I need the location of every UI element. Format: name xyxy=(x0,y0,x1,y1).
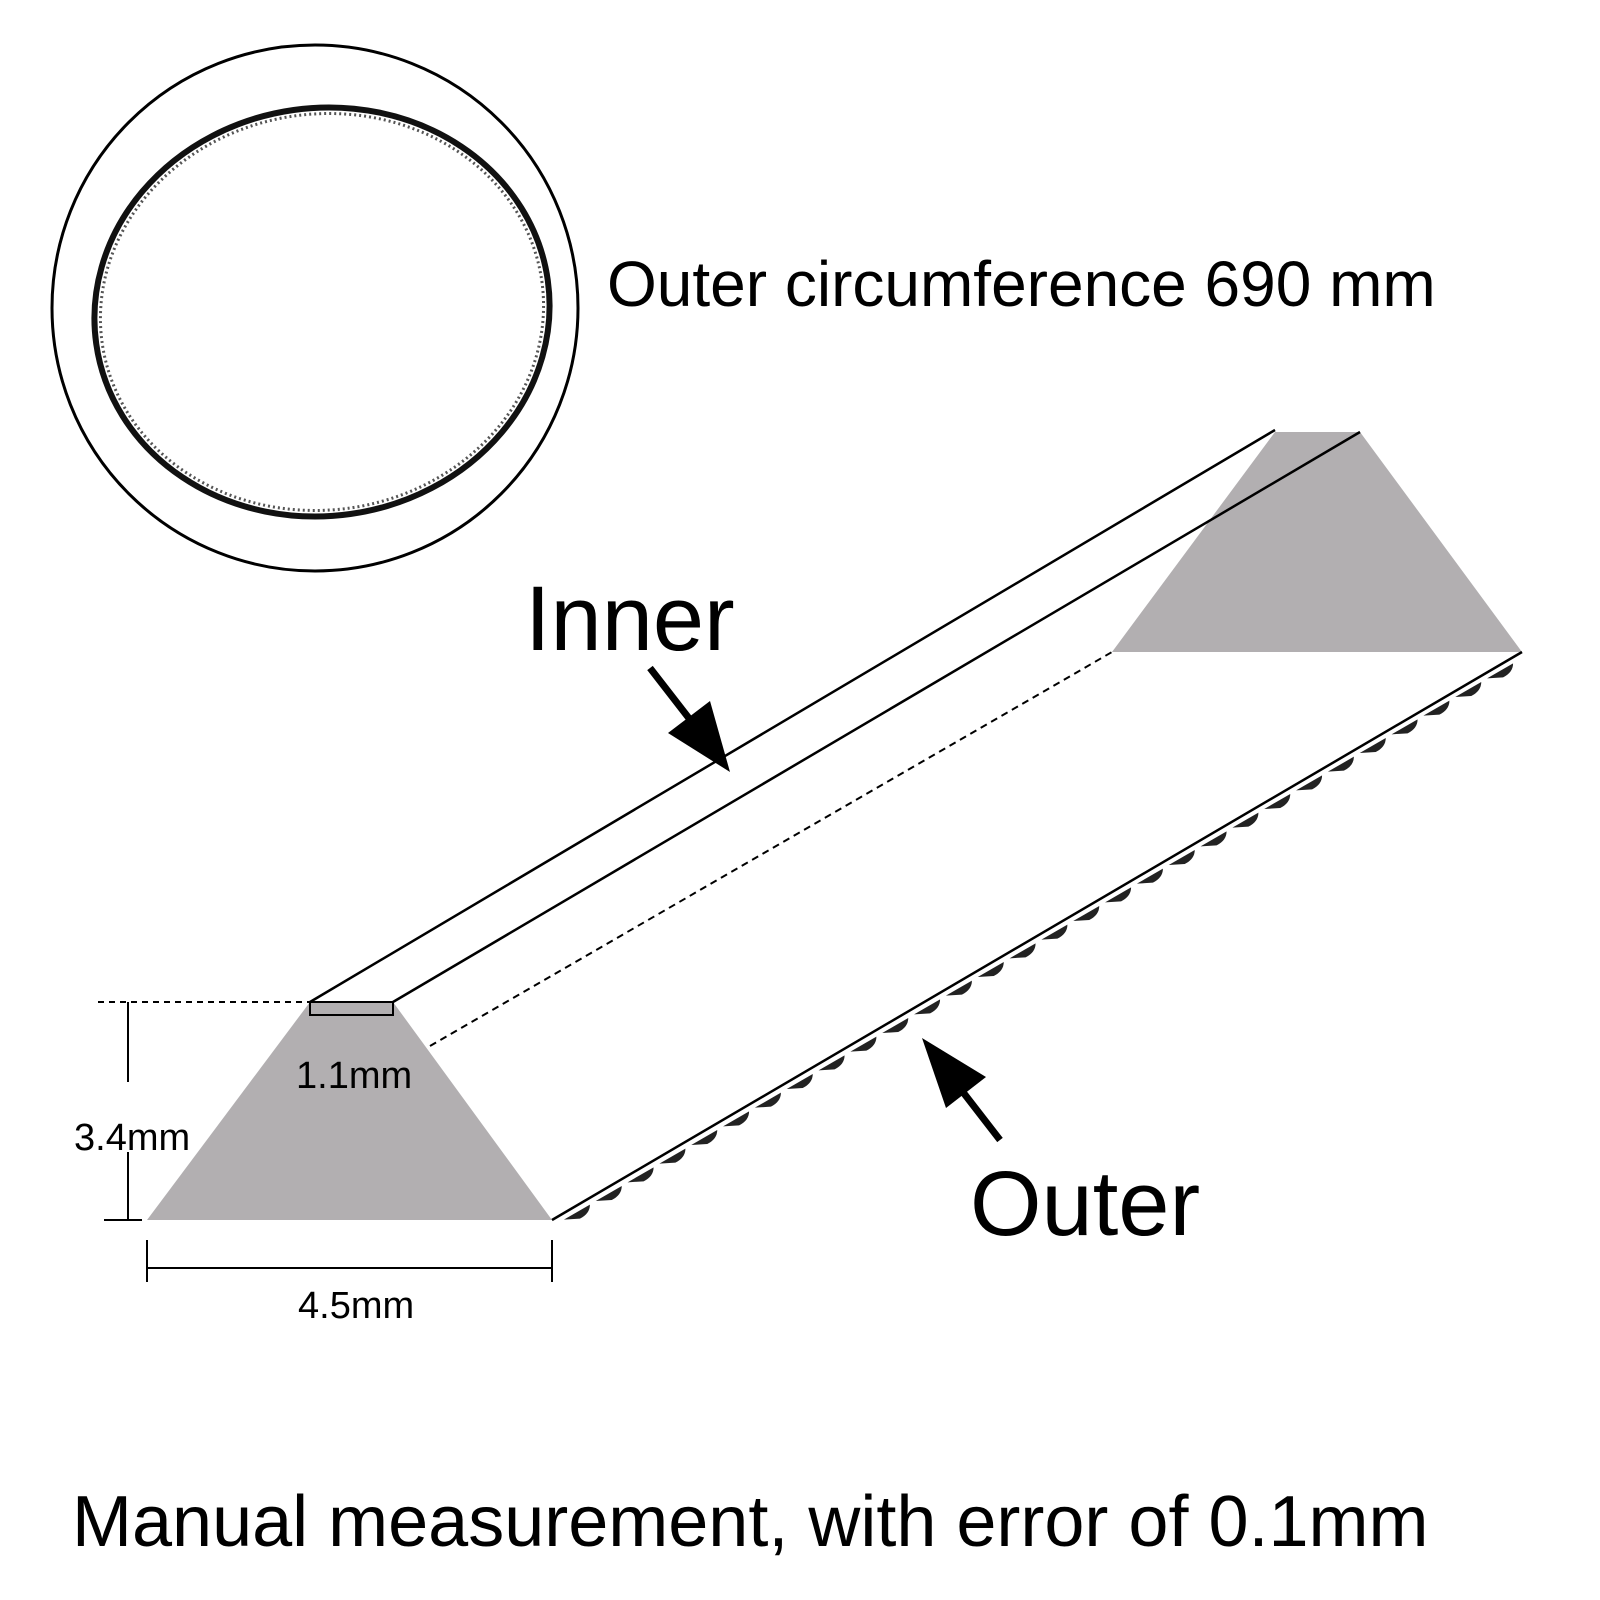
inner-edge-left xyxy=(309,428,1276,1004)
belt-tooth xyxy=(563,1204,590,1220)
belt-tooth xyxy=(659,1148,686,1164)
belt-tooth xyxy=(1200,831,1227,847)
belt-tooth xyxy=(691,1130,718,1145)
belt-tooth xyxy=(914,999,941,1015)
belt-tooth xyxy=(723,1111,750,1127)
belt-tooth xyxy=(1168,850,1195,865)
belt-tooth xyxy=(1041,924,1068,940)
belt-tooth xyxy=(1423,700,1450,716)
belt-tooth xyxy=(786,1074,813,1089)
belt-tooth xyxy=(1105,887,1132,903)
belt-tooth xyxy=(1264,794,1291,809)
belt-profile-cross-section xyxy=(147,1002,552,1220)
hidden-edge xyxy=(429,651,1113,1047)
top-width-label: 1.1mm xyxy=(296,1055,412,1097)
inner-arrow-icon xyxy=(647,665,730,772)
belt-teeth xyxy=(563,663,1514,1220)
belt-tooth xyxy=(754,1092,781,1108)
circumference-label: Outer circumference 690 mm xyxy=(607,248,1436,320)
belt-tooth xyxy=(818,1055,845,1071)
height-label: 3.4mm xyxy=(74,1117,190,1159)
belt-photo-frame xyxy=(50,43,580,573)
belt-tooth xyxy=(1136,868,1163,884)
belt-tooth xyxy=(1391,719,1418,735)
inner-edge-right xyxy=(392,430,1361,1004)
far-belt-profile xyxy=(1112,432,1522,652)
belt-tooth xyxy=(1487,663,1514,679)
outer-edge xyxy=(551,650,1523,1222)
belt-tooth xyxy=(1073,906,1100,921)
belt-tooth xyxy=(977,962,1004,977)
belt-ring-teeth xyxy=(98,112,546,512)
belt-tooth xyxy=(882,1018,909,1033)
belt-tooth xyxy=(1455,682,1482,697)
belt-tooth xyxy=(850,1036,877,1052)
belt-tooth xyxy=(595,1186,622,1201)
inner-flat-section xyxy=(309,1001,394,1016)
belt-tooth xyxy=(627,1167,654,1183)
belt-tooth xyxy=(1009,943,1036,959)
footer-note: Manual measurement, with error of 0.1mm xyxy=(72,1482,1429,1562)
outer-label: Outer xyxy=(970,1153,1200,1255)
belt-tooth xyxy=(1232,812,1259,828)
belt-tooth xyxy=(1327,756,1354,772)
outer-arrow-icon xyxy=(922,1038,1003,1143)
belt-tooth xyxy=(945,980,972,996)
bottom-width-label: 4.5mm xyxy=(298,1285,414,1327)
belt-tooth xyxy=(1359,738,1386,753)
belt-ring xyxy=(91,104,553,520)
inner-label: Inner xyxy=(525,568,735,670)
belt-tooth xyxy=(1296,775,1323,791)
